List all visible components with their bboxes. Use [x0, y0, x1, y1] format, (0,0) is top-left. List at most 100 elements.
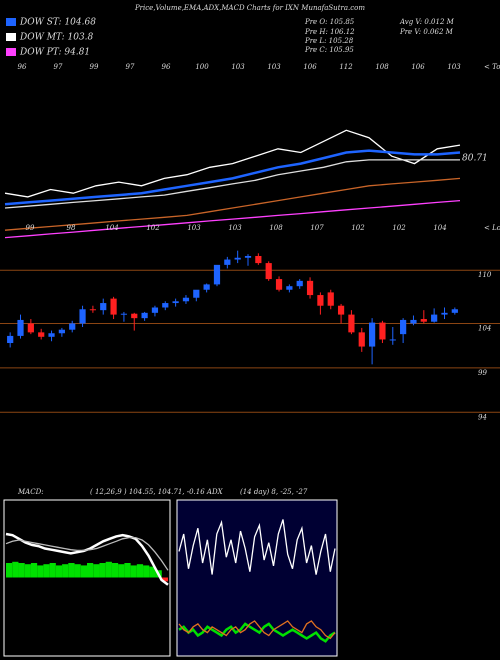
top-label: 106 [411, 63, 425, 71]
candle-body [100, 303, 107, 311]
candle-body [441, 312, 448, 315]
candle-body [306, 280, 314, 296]
pre-close: Pre C: 105.95 [304, 46, 354, 54]
top-label: 112 [339, 63, 353, 71]
legend: DOW ST: 104.68 DOW MT: 103.8 DOW PT: 94.81 [6, 18, 96, 58]
candle-body [182, 297, 190, 302]
y-tick-label: 94 [478, 413, 487, 421]
series-line [5, 536, 169, 571]
top-label: 103 [231, 63, 245, 71]
candle-body [379, 322, 386, 340]
histogram-bar [55, 565, 63, 578]
histogram-bar [124, 563, 131, 578]
low-label: 102 [146, 224, 160, 232]
candle-body [203, 284, 210, 290]
legend-label: DOW MT: 103.8 [19, 33, 94, 43]
candle-body [213, 264, 221, 285]
candle-body [234, 257, 241, 260]
candle-body [224, 259, 231, 265]
legend-swatch [6, 18, 16, 26]
candle-body [151, 307, 159, 313]
candle-body [265, 263, 272, 280]
histogram-bar [93, 564, 100, 578]
candle-body [275, 279, 283, 290]
candle-body [120, 313, 128, 315]
histogram-bar [111, 563, 119, 578]
candle-body [141, 312, 148, 319]
histogram-bar [161, 577, 168, 582]
tops-note: < Tops [484, 63, 500, 71]
low-label: 104 [105, 224, 118, 232]
candle-body [27, 323, 34, 333]
series-line [4, 199, 461, 239]
histogram-bar [37, 565, 44, 578]
candle-body [420, 319, 427, 322]
histogram-bar [62, 564, 69, 578]
histogram-bar [118, 564, 125, 578]
series-line [4, 129, 461, 198]
avg-volume: Avg V: 0.012 M [399, 18, 455, 26]
top-label: 108 [375, 63, 389, 71]
candle-body [337, 305, 345, 315]
legend-label: DOW PT: 94.81 [19, 48, 90, 58]
adx-params: (14 day) 8, -25, -27 [240, 488, 308, 496]
candle-body [17, 319, 24, 336]
candle-body [369, 322, 376, 347]
histogram-bar [80, 565, 87, 578]
histogram-bar [43, 564, 50, 578]
candle-body [286, 286, 293, 290]
histogram-bar [24, 564, 31, 578]
candle-body [296, 280, 303, 287]
top-label: 103 [447, 63, 461, 71]
histogram-bar [87, 563, 94, 578]
candle-body [348, 314, 355, 333]
legend-label: DOW ST: 104.68 [19, 18, 96, 28]
candle-body [48, 333, 55, 337]
candle-body [358, 332, 365, 347]
candle-body [89, 309, 96, 311]
low-label: 103 [187, 224, 201, 232]
top-label: 96 [162, 63, 171, 71]
histogram-bar [130, 565, 137, 578]
candle-body [131, 313, 138, 319]
candle-body [400, 319, 407, 335]
candle-body [255, 255, 262, 264]
candle-body [193, 289, 200, 298]
macd-title: MACD: [17, 488, 44, 496]
histogram-bar [18, 563, 25, 578]
macd-params: ( 12,26,9 ) 104.55, 104.71, -0.16 ADX [90, 488, 224, 496]
histogram-bar [68, 563, 75, 578]
candle-body [162, 303, 169, 308]
pre-low: Pre L: 105.28 [304, 37, 354, 45]
low-label: 103 [228, 224, 242, 232]
candle-body [38, 332, 45, 337]
candle-body [69, 323, 76, 330]
lows-note: < Lows [484, 224, 500, 232]
legend-swatch [6, 33, 16, 41]
top-label: 97 [126, 63, 135, 71]
top-label: 103 [267, 63, 281, 71]
series-line [4, 177, 461, 231]
candle-body [58, 329, 65, 334]
candle-body [327, 292, 334, 306]
histogram-bar [74, 564, 81, 578]
candle-body [410, 319, 417, 324]
histogram-bar [136, 564, 144, 578]
top-label: 97 [54, 63, 63, 71]
histogram-bar [6, 563, 13, 578]
y-tick-label: 99 [478, 369, 487, 377]
series-line [178, 622, 336, 643]
candle-body [7, 335, 14, 344]
low-label: 107 [310, 224, 324, 232]
candle-body [451, 309, 458, 313]
histogram-bar [99, 563, 106, 578]
pre-open: Pre O: 105.85 [304, 18, 355, 26]
top-label: 106 [303, 63, 317, 71]
candle-body [172, 301, 179, 304]
histogram-bar [105, 561, 112, 578]
top-label: 99 [90, 63, 99, 71]
pre-volume: Pre V: 0.062 M [399, 28, 454, 36]
low-label: 98 [67, 224, 76, 232]
low-label: 104 [433, 224, 446, 232]
